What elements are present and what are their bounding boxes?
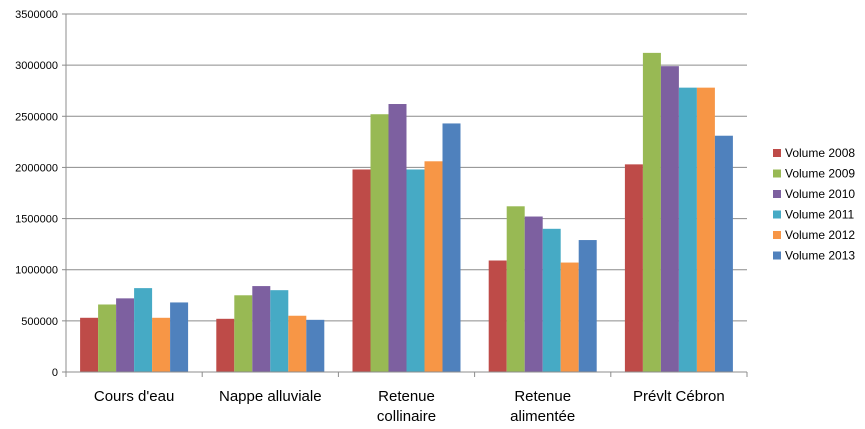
bar: [370, 114, 389, 373]
bar: [288, 315, 307, 372]
x-category-label: Retenue collinaire: [377, 388, 436, 425]
x-axis: Cours d'eau Nappe alluviale Retenue collina…: [65, 371, 748, 425]
bar: [442, 123, 461, 373]
y-axis: 0 500000 1000000 1500000 2000000 2500000 30000…: [15, 9, 67, 379]
y-tick-label: 1500000: [15, 214, 58, 226]
legend-label: Volume 2009: [785, 167, 855, 181]
x-category-label: Prévlt Cébron: [633, 388, 725, 405]
legend-swatch: [773, 169, 781, 178]
x-category-label: Nappe alluviale: [219, 388, 322, 405]
bar: [660, 66, 679, 372]
legend-label: Volume 2012: [785, 228, 855, 242]
legend-label: Volume 2013: [785, 249, 855, 263]
legend: Volume 2008 Volume 2009 Volume 2010 Volume …: [773, 146, 855, 263]
bar: [506, 206, 525, 372]
y-tick-label: 1000000: [15, 265, 58, 277]
legend-label: Volume 2010: [785, 187, 855, 201]
y-tick-label: 2000000: [15, 162, 58, 174]
bar: [406, 169, 425, 372]
y-tick-label: 0: [52, 367, 58, 379]
legend-swatch: [773, 231, 781, 239]
bar: [134, 288, 153, 372]
y-tick-label: 500000: [21, 316, 58, 328]
legend-swatch: [773, 149, 781, 157]
bar: [524, 216, 543, 372]
legend-swatch: [773, 210, 781, 219]
bar: [170, 302, 189, 372]
bar: [80, 317, 99, 372]
x-category-label: Retenue alimentée: [510, 388, 575, 425]
legend-label: Volume 2011: [785, 208, 854, 222]
bar: [678, 87, 697, 372]
y-tick-label: 3000000: [15, 60, 58, 72]
bar: [152, 317, 171, 372]
bar: [270, 290, 289, 372]
x-category-label: Cours d'eau: [94, 388, 174, 405]
bar: [306, 319, 325, 372]
bar: [642, 52, 661, 373]
bar: [98, 304, 117, 372]
bar: [560, 262, 579, 372]
bar: [488, 260, 507, 372]
bar: [388, 104, 407, 373]
bar: [252, 286, 271, 372]
bar: [424, 161, 443, 372]
bar: [116, 298, 135, 372]
bar: [578, 240, 597, 372]
bar: [714, 135, 733, 372]
bar: [216, 318, 235, 372]
legend-swatch: [773, 190, 781, 198]
bar: [234, 295, 253, 372]
bar: [352, 169, 371, 372]
bar: [624, 164, 643, 372]
y-tick-label: 2500000: [15, 111, 58, 123]
bar: [542, 228, 561, 372]
legend-swatch: [773, 251, 781, 260]
legend-label: Volume 2008: [785, 146, 855, 160]
bar: [696, 87, 715, 372]
bars: [80, 52, 733, 373]
y-tick-label: 3500000: [15, 9, 58, 21]
